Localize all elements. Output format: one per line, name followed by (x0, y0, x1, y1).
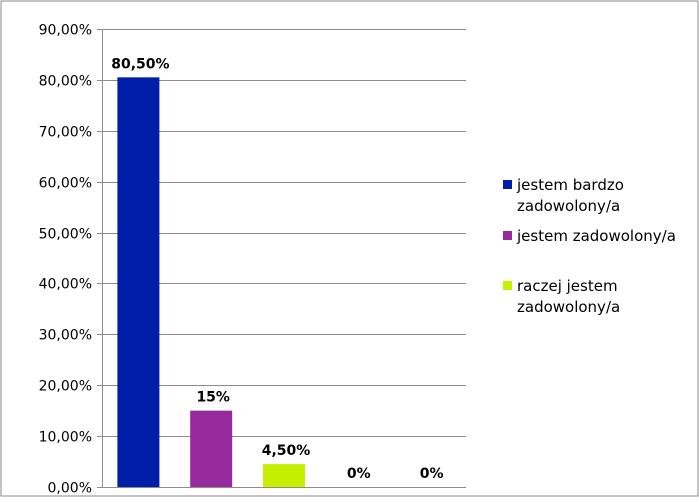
legend-label: zadowolony/a (517, 197, 620, 215)
y-tick-label: 20,00% (39, 379, 92, 395)
y-tick-label: 10,00% (39, 430, 92, 446)
bars (117, 77, 305, 487)
y-tick-label: 0,00% (48, 481, 92, 497)
y-tick-label: 90,00% (39, 23, 92, 39)
legend-label: jestem bardzo (516, 176, 624, 194)
legend-label: jestem zadowolony/a (516, 227, 676, 245)
data-label: 0% (347, 466, 371, 482)
y-axis-tick-labels: 0,00% 10,00% 20,00% 30,00% 40,00% 50,00% 60,00… (39, 23, 92, 497)
y-tick-label: 60,00% (39, 176, 92, 192)
data-label: 4,50% (262, 443, 311, 459)
y-tick-label: 40,00% (39, 277, 92, 293)
bar (263, 464, 305, 487)
legend-label: zadowolony/a (517, 298, 620, 316)
data-label: 15% (196, 390, 230, 406)
legend-label: raczej jestem (517, 277, 618, 295)
y-tick-label: 70,00% (39, 125, 92, 141)
y-tick-label: 80,00% (39, 74, 92, 90)
data-label: 80,50% (111, 56, 169, 72)
data-label: 0% (420, 466, 444, 482)
legend-swatch (503, 180, 512, 189)
legend-swatch (503, 281, 512, 290)
legend-swatch (503, 231, 512, 240)
bar (117, 77, 160, 487)
axes (97, 29, 466, 488)
y-tick-label: 30,00% (39, 328, 92, 344)
bar (190, 410, 233, 487)
grid-lines (102, 29, 466, 437)
data-labels: 80,50% 15% 4,50% 0% 0% (111, 56, 443, 482)
legend: jestem bardzo zadowolony/a jestem zadowolo… (503, 176, 676, 316)
y-tick-label: 50,00% (39, 227, 92, 243)
